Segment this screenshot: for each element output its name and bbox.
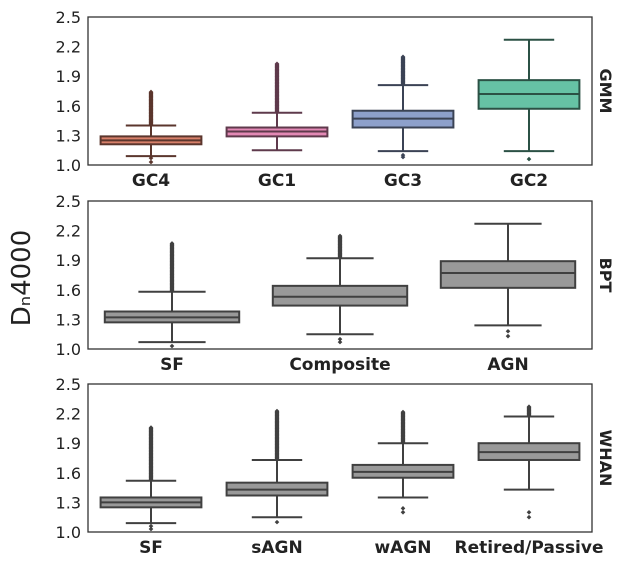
panel-bpt: 1.0 1.3 1.6 1.9 2.2 2.5 BPT SF Composite AGN (56, 192, 615, 375)
outlier-point (526, 156, 532, 162)
outlier-point (526, 509, 532, 515)
y-tick-label: 1.6 (56, 281, 81, 300)
y-axis-label: Dₙ4000 (7, 230, 37, 327)
x-tick-label: Retired/Passive (454, 538, 603, 558)
outlier-point (400, 409, 406, 415)
outlier-point (505, 328, 511, 334)
y-tick-label: 2.5 (56, 8, 81, 27)
x-tick-label: GC4 (132, 171, 170, 191)
box-sf: SF (103, 241, 241, 375)
outlier-point (526, 404, 532, 409)
iqr-box (439, 260, 577, 289)
y-tick-label: 2.2 (56, 405, 81, 424)
y-tick-label: 1.6 (56, 97, 81, 116)
outlier-point (400, 152, 406, 158)
y-tick-label: 2.2 (56, 38, 81, 57)
outlier-point (337, 339, 343, 345)
y-tick-label: 1.0 (56, 156, 81, 175)
x-tick-label: AGN (487, 355, 528, 375)
y-tick-label: 1.9 (56, 67, 81, 86)
y-tick-label: 2.5 (56, 192, 81, 211)
box-gc1: GC1 (225, 61, 329, 191)
y-tick-label: 2.2 (56, 222, 81, 241)
x-tick-label: GC1 (258, 171, 296, 191)
x-tick-label: sAGN (251, 538, 302, 558)
y-tick-label: 2.5 (56, 375, 81, 394)
box-composite: Composite (271, 233, 409, 375)
x-tick-label: GC2 (510, 171, 548, 191)
y-tick-label: 1.9 (56, 434, 81, 453)
outlier-point (148, 159, 154, 165)
y-tick-label: 1.6 (56, 464, 81, 483)
outlier-point (337, 336, 343, 342)
y-tick-label: 1.3 (56, 126, 81, 145)
panel-label: BPT (596, 258, 615, 293)
box-agn: AGN (439, 222, 577, 375)
x-tick-label: wAGN (374, 538, 431, 558)
plot-frame (87, 383, 593, 533)
box-gc4: GC4 (99, 89, 203, 191)
x-tick-label: SF (139, 538, 163, 558)
plot-frame (87, 16, 593, 166)
outlier-point (148, 89, 154, 95)
outlier-point (337, 233, 343, 239)
box-wagn: wAGN (351, 409, 455, 558)
box-sagn: sAGN (225, 408, 329, 558)
x-tick-label: SF (160, 355, 184, 375)
outlier-point (400, 509, 406, 515)
outlier-point (400, 506, 406, 511)
plot-frame (87, 200, 593, 350)
outlier-point (169, 343, 175, 349)
outlier-point (526, 514, 532, 520)
box-retired-passive: Retired/Passive (454, 404, 604, 558)
y-tick-label: 1.0 (56, 523, 81, 542)
outlier-point (505, 333, 511, 339)
x-tick-label: Composite (289, 355, 390, 375)
box-gc2: GC2 (477, 38, 581, 191)
box-gc3: GC3 (351, 54, 455, 191)
outlier-point (169, 241, 175, 246)
outlier-point (274, 61, 280, 67)
outlier-point (148, 526, 154, 532)
outlier-point (274, 408, 280, 414)
panel-label: GMM (596, 69, 615, 114)
outlier-point (148, 425, 154, 430)
outlier-point (148, 523, 154, 529)
x-tick-label: GC3 (384, 171, 422, 191)
y-tick-label: 1.0 (56, 340, 81, 359)
panel-label: WHAN (596, 430, 615, 487)
panel-gmm: 1.0 1.3 1.6 1.9 2.2 2.5 GMM GC4 GC1 GC3 GC2 (56, 8, 615, 191)
outlier-point (274, 519, 280, 525)
outlier-point (148, 155, 154, 161)
y-tick-label: 1.3 (56, 493, 81, 512)
y-tick-label: 1.3 (56, 310, 81, 329)
y-tick-label: 1.9 (56, 251, 81, 270)
panel-whan: 1.0 1.3 1.6 1.9 2.2 2.5 WHAN SF sAGN wAGN Retired/… (56, 375, 615, 558)
outlier-point (400, 54, 406, 60)
box-sf: SF (99, 425, 203, 558)
